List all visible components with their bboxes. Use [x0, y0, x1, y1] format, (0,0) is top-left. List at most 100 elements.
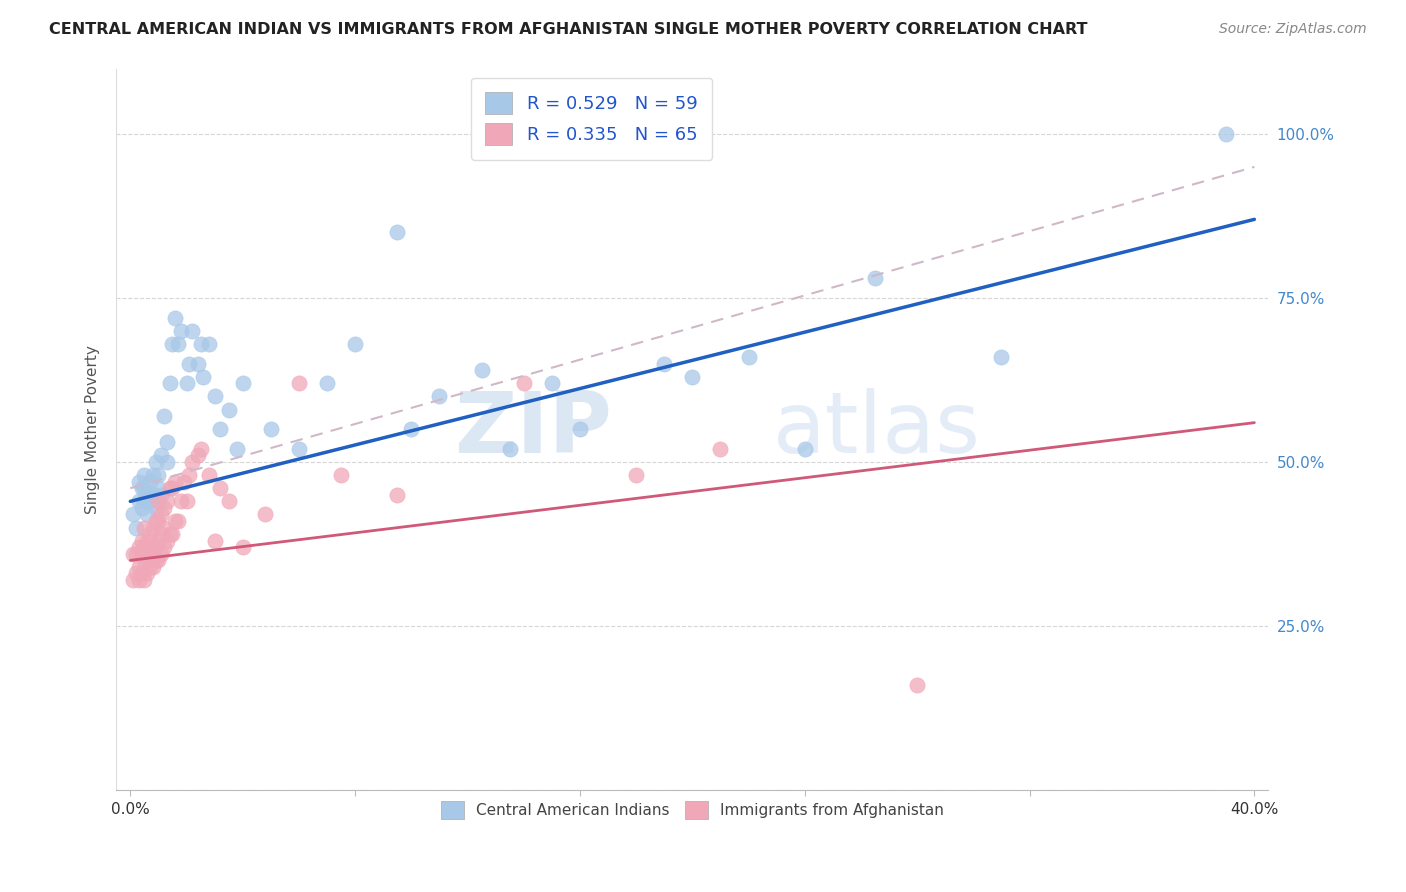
Point	[145, 541, 167, 555]
Point	[387, 488, 409, 502]
Point	[330, 468, 353, 483]
Point	[193, 369, 215, 384]
Point	[162, 527, 184, 541]
Point	[344, 337, 367, 351]
Point	[905, 678, 928, 692]
Point	[652, 357, 675, 371]
Point	[187, 449, 209, 463]
Legend: Central American Indians, Immigrants from Afghanistan: Central American Indians, Immigrants fro…	[434, 795, 950, 826]
Text: Source: ZipAtlas.com: Source: ZipAtlas.com	[1219, 22, 1367, 37]
Point	[190, 337, 212, 351]
Point	[209, 422, 232, 436]
Point	[125, 566, 148, 581]
Point	[499, 442, 522, 456]
Point	[139, 475, 162, 489]
Point	[134, 494, 156, 508]
Point	[709, 442, 731, 456]
Point	[167, 514, 190, 528]
Point	[150, 527, 173, 541]
Point	[128, 494, 150, 508]
Point	[122, 547, 145, 561]
Point	[159, 527, 181, 541]
Point	[134, 468, 156, 483]
Point	[387, 226, 409, 240]
Point	[1215, 127, 1237, 141]
Point	[153, 409, 176, 423]
Point	[260, 422, 283, 436]
Point	[125, 547, 148, 561]
Point	[288, 442, 311, 456]
Point	[136, 488, 159, 502]
Point	[681, 369, 703, 384]
Point	[122, 573, 145, 587]
Point	[150, 449, 173, 463]
Point	[181, 455, 204, 469]
Point	[150, 488, 173, 502]
Point	[131, 533, 153, 548]
Point	[737, 350, 759, 364]
Point	[167, 337, 190, 351]
Text: ZIP: ZIP	[454, 388, 612, 471]
Point	[226, 442, 249, 456]
Point	[131, 566, 153, 581]
Point	[153, 500, 176, 515]
Point	[170, 494, 193, 508]
Point	[156, 455, 179, 469]
Point	[162, 481, 184, 495]
Point	[134, 481, 156, 495]
Point	[128, 475, 150, 489]
Point	[218, 494, 240, 508]
Point	[145, 514, 167, 528]
Point	[139, 527, 162, 541]
Point	[165, 475, 187, 489]
Point	[150, 508, 173, 522]
Point	[136, 508, 159, 522]
Point	[142, 541, 165, 555]
Point	[148, 533, 170, 548]
Point	[863, 271, 886, 285]
Point	[162, 337, 184, 351]
Point	[128, 560, 150, 574]
Point	[198, 468, 221, 483]
Point	[218, 402, 240, 417]
Point	[136, 547, 159, 561]
Point	[142, 520, 165, 534]
Point	[139, 494, 162, 508]
Point	[173, 475, 195, 489]
Point	[204, 389, 226, 403]
Point	[190, 442, 212, 456]
Point	[232, 376, 254, 391]
Point	[429, 389, 451, 403]
Point	[134, 520, 156, 534]
Point	[165, 514, 187, 528]
Point	[170, 324, 193, 338]
Point	[513, 376, 536, 391]
Point	[125, 520, 148, 534]
Point	[148, 481, 170, 495]
Point	[159, 376, 181, 391]
Point	[153, 520, 176, 534]
Y-axis label: Single Mother Poverty: Single Mother Poverty	[86, 345, 100, 514]
Point	[179, 468, 201, 483]
Point	[148, 553, 170, 567]
Point	[176, 494, 198, 508]
Point	[142, 560, 165, 574]
Point	[139, 547, 162, 561]
Point	[142, 468, 165, 483]
Point	[156, 435, 179, 450]
Point	[176, 376, 198, 391]
Text: CENTRAL AMERICAN INDIAN VS IMMIGRANTS FROM AFGHANISTAN SINGLE MOTHER POVERTY COR: CENTRAL AMERICAN INDIAN VS IMMIGRANTS FR…	[49, 22, 1088, 37]
Point	[179, 357, 201, 371]
Point	[134, 553, 156, 567]
Point	[150, 547, 173, 561]
Point	[148, 514, 170, 528]
Point	[145, 553, 167, 567]
Point	[128, 541, 150, 555]
Point	[288, 376, 311, 391]
Point	[990, 350, 1012, 364]
Point	[540, 376, 562, 391]
Point	[156, 494, 179, 508]
Point	[232, 541, 254, 555]
Point	[624, 468, 647, 483]
Point	[793, 442, 815, 456]
